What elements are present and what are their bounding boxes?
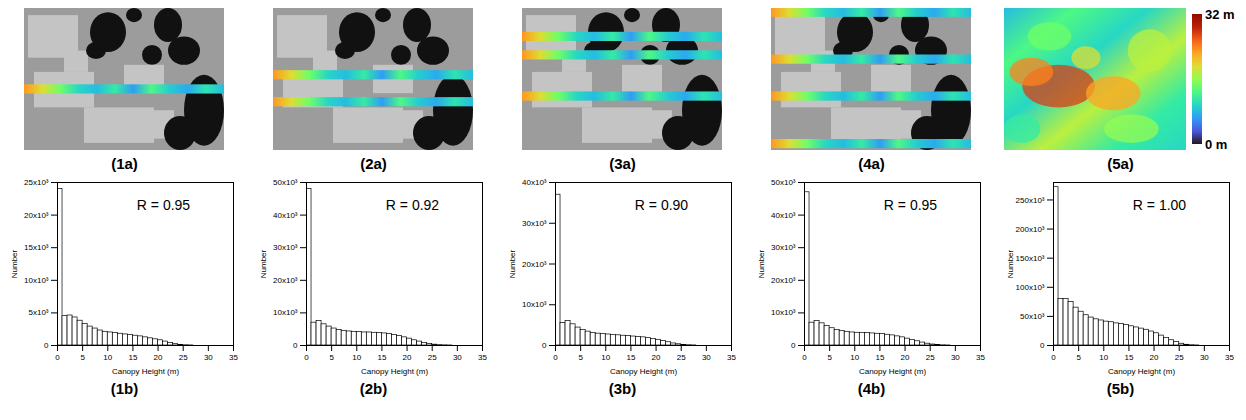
svg-text:35: 35 — [478, 353, 487, 362]
svg-text:50x10³: 50x10³ — [771, 178, 796, 187]
html-text:(5a): (5a) — [1107, 155, 1134, 172]
svg-text:Canopy Height (m): Canopy Height (m) — [609, 367, 676, 376]
svg-text:5: 5 — [578, 353, 583, 362]
html-text:(4a): (4a) — [858, 155, 885, 172]
svg-text:35: 35 — [976, 353, 985, 362]
svg-text:20: 20 — [1149, 353, 1158, 362]
svg-text:10: 10 — [103, 353, 112, 362]
svg-text:20: 20 — [402, 353, 411, 362]
svg-text:10: 10 — [850, 353, 859, 362]
svg-text:250x10³: 250x10³ — [1015, 196, 1044, 205]
svg-text:Canopy Height (m): Canopy Height (m) — [360, 367, 427, 376]
svg-text:25: 25 — [427, 353, 436, 362]
svg-text:10: 10 — [601, 353, 610, 362]
svg-text:35: 35 — [229, 353, 238, 362]
html-text:(4b): (4b) — [857, 380, 886, 397]
svg-text:30: 30 — [701, 353, 710, 362]
svg-text:10: 10 — [1099, 353, 1108, 362]
svg-text:15x10³: 15x10³ — [24, 243, 49, 252]
svg-text:30: 30 — [452, 353, 461, 362]
svg-text:0: 0 — [44, 341, 49, 350]
html-text:(2b): (2b) — [359, 380, 388, 397]
svg-text:35: 35 — [1225, 353, 1234, 362]
svg-text:Number: Number — [508, 249, 517, 278]
svg-text:50x10³: 50x10³ — [1020, 312, 1045, 321]
svg-text:32 m: 32 m — [1205, 7, 1235, 22]
html-text:(5b): (5b) — [1106, 380, 1135, 397]
svg-text:5: 5 — [329, 353, 334, 362]
svg-text:50x10³: 50x10³ — [273, 178, 298, 187]
html-text:(2a): (2a) — [360, 155, 387, 172]
svg-text:40x10³: 40x10³ — [273, 211, 298, 220]
svg-text:30: 30 — [950, 353, 959, 362]
svg-text:15: 15 — [626, 353, 635, 362]
svg-text:0: 0 — [55, 353, 60, 362]
svg-text:0: 0 — [1040, 341, 1045, 350]
svg-text:20x10³: 20x10³ — [24, 211, 49, 220]
svg-text:30x10³: 30x10³ — [771, 243, 796, 252]
svg-text:0: 0 — [802, 353, 807, 362]
svg-text:Canopy Height (m): Canopy Height (m) — [111, 367, 178, 376]
svg-text:0: 0 — [304, 353, 309, 362]
html-text:(1b): (1b) — [110, 380, 139, 397]
svg-text:30x10³: 30x10³ — [522, 219, 547, 228]
svg-text:R = 0.95: R = 0.95 — [136, 197, 190, 213]
svg-text:5: 5 — [80, 353, 85, 362]
svg-text:5: 5 — [827, 353, 832, 362]
svg-text:35: 35 — [727, 353, 736, 362]
svg-text:5: 5 — [1076, 353, 1081, 362]
svg-text:0: 0 — [553, 353, 558, 362]
svg-text:40x10³: 40x10³ — [522, 178, 547, 187]
svg-text:15: 15 — [1124, 353, 1133, 362]
svg-text:20: 20 — [651, 353, 660, 362]
svg-text:200x10³: 200x10³ — [1015, 225, 1044, 234]
svg-text:0: 0 — [1051, 353, 1056, 362]
svg-text:Number: Number — [259, 249, 268, 278]
svg-text:20x10³: 20x10³ — [522, 260, 547, 269]
html-text:(3a): (3a) — [609, 155, 636, 172]
svg-text:Number: Number — [757, 249, 766, 278]
svg-text:R = 1.00: R = 1.00 — [1132, 197, 1186, 213]
svg-text:40x10³: 40x10³ — [771, 211, 796, 220]
svg-text:15: 15 — [875, 353, 884, 362]
svg-text:30x10³: 30x10³ — [273, 243, 298, 252]
svg-text:30: 30 — [203, 353, 212, 362]
svg-text:0: 0 — [293, 341, 298, 350]
svg-text:Number: Number — [10, 249, 19, 278]
svg-text:Canopy Height (m): Canopy Height (m) — [858, 367, 925, 376]
svg-text:20x10³: 20x10³ — [771, 276, 796, 285]
svg-text:150x10³: 150x10³ — [1015, 254, 1044, 263]
svg-text:R = 0.90: R = 0.90 — [634, 197, 688, 213]
svg-text:20: 20 — [900, 353, 909, 362]
svg-text:Canopy Height (m): Canopy Height (m) — [1107, 367, 1174, 376]
svg-text:25: 25 — [676, 353, 685, 362]
svg-text:5x10³: 5x10³ — [28, 308, 48, 317]
svg-text:25x10³: 25x10³ — [24, 178, 49, 187]
svg-text:0: 0 — [791, 341, 796, 350]
svg-text:25: 25 — [1174, 353, 1183, 362]
svg-text:R = 0.92: R = 0.92 — [385, 197, 439, 213]
svg-text:10x10³: 10x10³ — [771, 308, 796, 317]
svg-text:10x10³: 10x10³ — [273, 308, 298, 317]
svg-text:10: 10 — [352, 353, 361, 362]
svg-text:15: 15 — [128, 353, 137, 362]
svg-text:10x10³: 10x10³ — [522, 300, 547, 309]
html-text:(3b): (3b) — [608, 380, 637, 397]
svg-text:Number: Number — [1006, 249, 1015, 278]
svg-text:20x10³: 20x10³ — [273, 276, 298, 285]
html-text:(1a): (1a) — [111, 155, 138, 172]
svg-text:R = 0.95: R = 0.95 — [883, 197, 937, 213]
svg-text:10x10³: 10x10³ — [24, 276, 49, 285]
svg-text:0: 0 — [542, 341, 547, 350]
svg-text:15: 15 — [377, 353, 386, 362]
svg-text:0 m: 0 m — [1205, 137, 1227, 152]
svg-text:25: 25 — [178, 353, 187, 362]
svg-text:30: 30 — [1199, 353, 1208, 362]
svg-text:25: 25 — [925, 353, 934, 362]
svg-text:20: 20 — [153, 353, 162, 362]
svg-text:100x10³: 100x10³ — [1015, 283, 1044, 292]
